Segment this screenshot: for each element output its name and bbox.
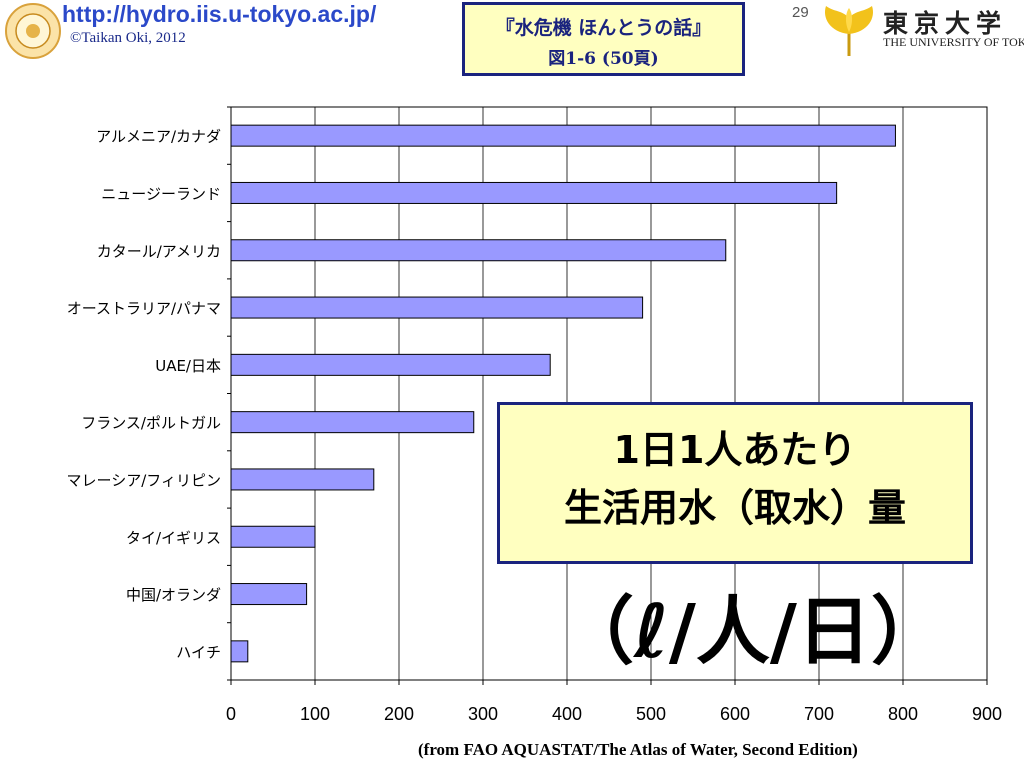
bar: [230, 124, 896, 147]
title-box: 『水危機 ほんとうの話』 図1-6 (50頁): [462, 2, 745, 76]
bar: [230, 239, 727, 262]
category-label: UAE/日本: [155, 357, 221, 375]
university-name-en: THE UNIVERSITY OF TOKYO: [883, 35, 1024, 49]
x-tick-label: 0: [226, 704, 236, 724]
category-label: マレーシア/フィリピン: [67, 471, 221, 489]
callout-box: 1日1人あたり 生活用水（取水）量: [497, 402, 973, 564]
category-label: ハイチ: [176, 643, 221, 661]
category-label: アルメニア/カナダ: [96, 128, 221, 146]
category-label: 中国/オランダ: [126, 586, 221, 604]
callout-line-1: 1日1人あたり: [613, 428, 857, 472]
x-tick-label: 200: [384, 704, 414, 724]
x-tick-label: 700: [804, 704, 834, 724]
slide-number: 29: [792, 4, 809, 21]
x-tick-label: 500: [636, 704, 666, 724]
category-label: ニュージーランド: [101, 185, 221, 203]
x-tick-label: 800: [888, 704, 918, 724]
source-note: (from FAO AQUASTAT/The Atlas of Water, S…: [418, 740, 858, 759]
x-tick-label: 300: [468, 704, 498, 724]
bar: [230, 353, 551, 376]
callout-line-2: 生活用水（取水）量: [563, 486, 906, 530]
category-label: オーストラリア/パナマ: [67, 300, 221, 318]
x-tick-label: 900: [972, 704, 1002, 724]
category-label: フランス/ポルトガル: [81, 414, 221, 432]
x-tick-label: 600: [720, 704, 750, 724]
x-tick-label: 400: [552, 704, 582, 724]
x-tick-labels: 0 100 200 300 400 500 600 700 800 900: [226, 106, 1002, 724]
institute-seal-icon: [5, 3, 61, 59]
bar: [230, 296, 644, 319]
unit-label: （ℓ/人/日）: [560, 589, 945, 675]
bars: [230, 124, 896, 663]
university-name-ja: 東京大学: [883, 9, 1008, 38]
bar: [230, 640, 249, 663]
category-label: カタール/アメリカ: [97, 242, 221, 260]
title-line-2: 図1-6 (50頁): [548, 49, 659, 69]
bar: [230, 525, 316, 548]
bar: [230, 411, 475, 434]
title-line-1: 『水危機 ほんとうの話』: [495, 17, 712, 39]
x-tick-label: 100: [300, 704, 330, 724]
copyright-text: ©Taikan Oki, 2012: [70, 30, 186, 46]
ginkgo-logo-icon: [824, 6, 874, 56]
header-url-link[interactable]: http://hydro.iis.u-tokyo.ac.jp/: [62, 1, 377, 27]
bar: [230, 468, 375, 491]
bar: [230, 181, 838, 204]
category-label: タイ/イギリス: [126, 529, 221, 547]
bar: [230, 583, 308, 606]
